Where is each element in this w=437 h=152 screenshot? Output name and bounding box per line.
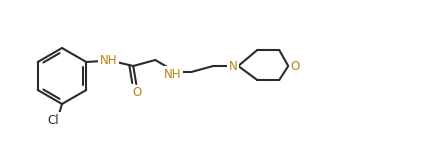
Text: NH: NH [163, 67, 181, 81]
Text: O: O [132, 86, 142, 100]
Text: Cl: Cl [47, 114, 59, 126]
Text: N: N [229, 59, 238, 73]
Text: O: O [291, 59, 300, 73]
Text: NH: NH [100, 54, 117, 67]
